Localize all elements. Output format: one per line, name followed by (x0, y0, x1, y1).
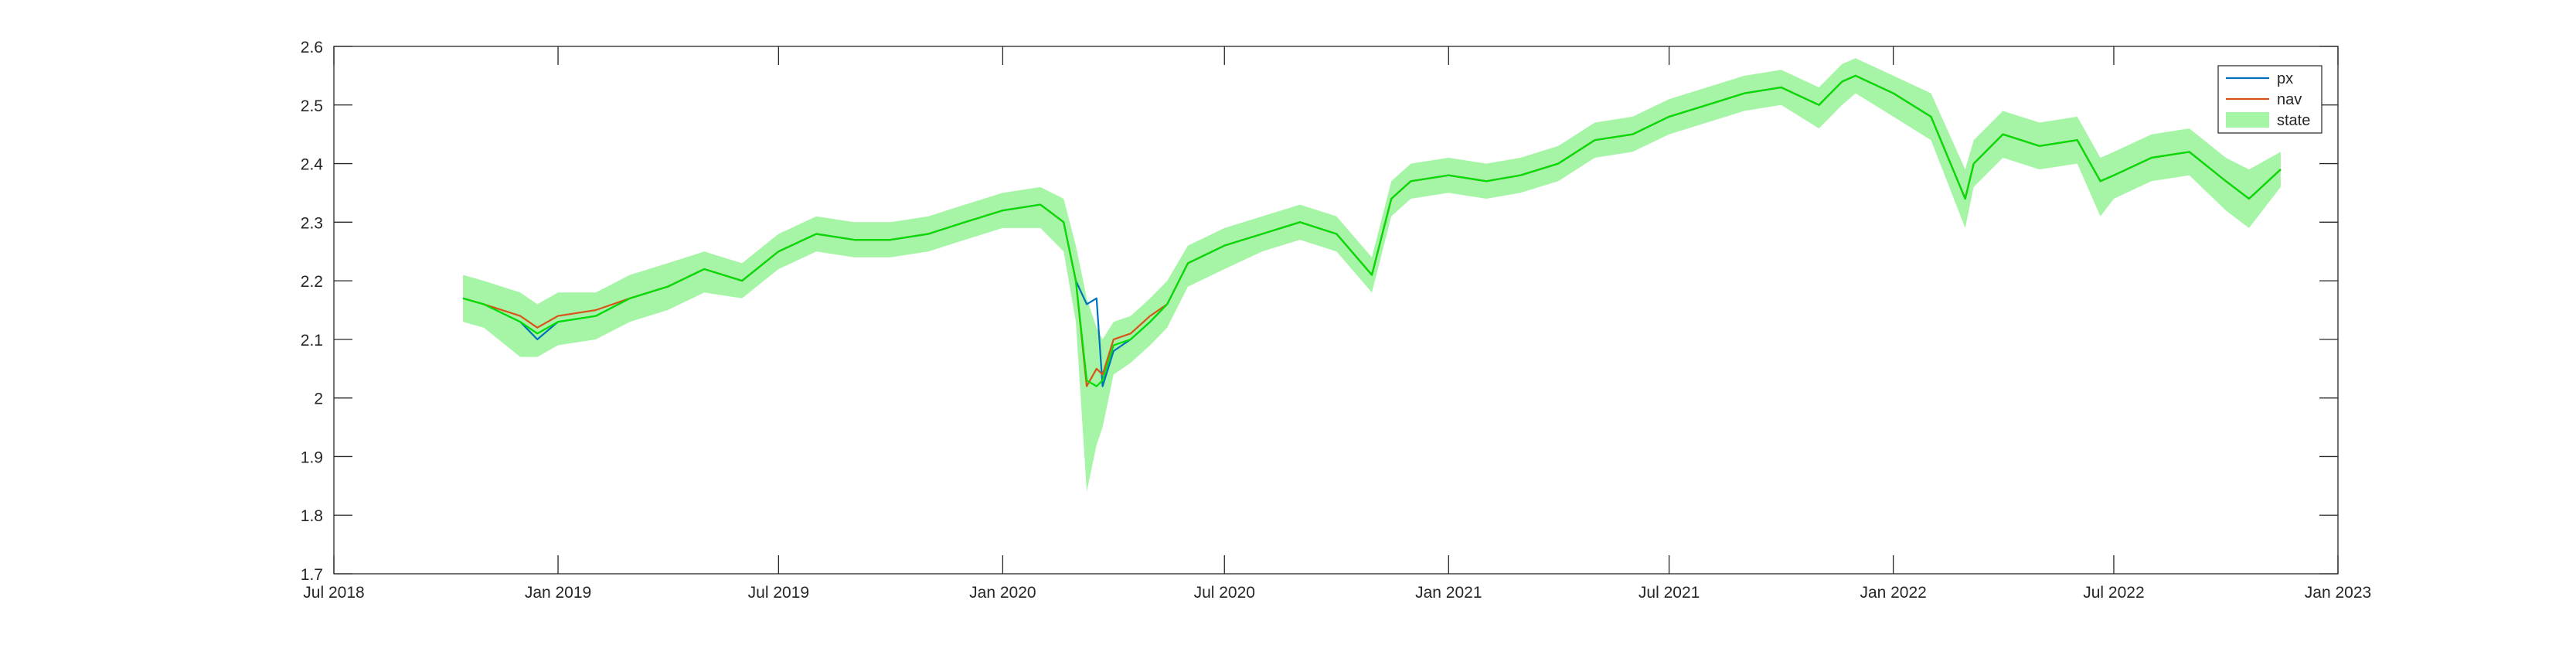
legend-label-state: state (2277, 112, 2310, 129)
axes-layer: 1.7 1.8 1.9 2 2.1 2.2 2.3 2.4 2.5 2.6 Jul 2018 Jan … (301, 39, 2371, 602)
legend-label-nav: nav (2277, 91, 2302, 108)
y-tick-label: 1.7 (301, 566, 323, 584)
x-tick-label: Jan 2020 (969, 584, 1036, 602)
x-tick-label: Jan 2019 (525, 584, 591, 602)
x-tick-label: Jan 2022 (1860, 584, 1926, 602)
series-line-state (462, 74, 2282, 387)
state-band-layer (334, 46, 2338, 574)
y-tick-label: 2.6 (301, 39, 323, 56)
y-tick-label: 1.8 (301, 507, 323, 525)
x-tick-label: Jul 2020 (1194, 584, 1255, 602)
y-tick-label: 1.9 (301, 448, 323, 466)
x-tick-label: Jul 2021 (1638, 584, 1700, 602)
x-tick-label: Jul 2022 (2083, 584, 2144, 602)
y-tick-label: 2 (314, 391, 323, 408)
x-tick-label: Jan 2023 (2305, 584, 2371, 602)
y-tick-label: 2.5 (301, 97, 323, 115)
y-tick-label: 2.3 (301, 214, 323, 232)
y-tick-label: 2.2 (301, 273, 323, 291)
legend-swatch-state (2226, 112, 2269, 128)
x-tick-label: Jul 2019 (748, 584, 809, 602)
series-layer (462, 74, 2282, 387)
x-tick-label: Jul 2018 (303, 584, 364, 602)
axes-box (333, 46, 2339, 575)
x-tick-label: Jan 2021 (1415, 584, 1482, 602)
y-tick-label: 2.4 (301, 156, 324, 174)
legend-label-px: px (2277, 70, 2293, 87)
y-tick-label: 2.1 (301, 332, 323, 350)
legend: px nav state (2217, 65, 2322, 134)
